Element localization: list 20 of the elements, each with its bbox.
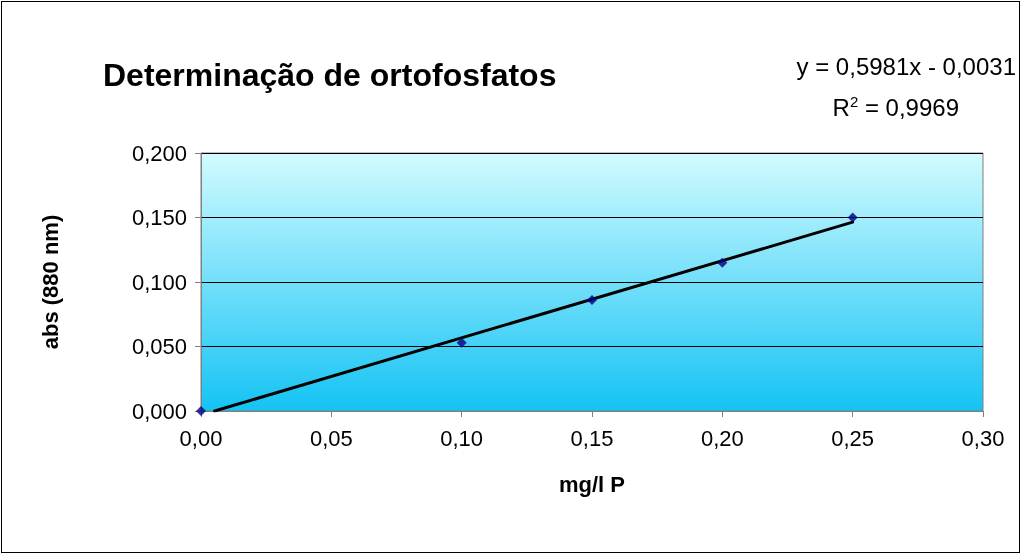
- text: y = 0,5981x - 0,0031: [796, 52, 1017, 80]
- x-tick-label: 0,15: [570, 425, 614, 451]
- x-tick-label: 0,30: [961, 425, 1005, 451]
- x-tick-label: 0,10: [440, 425, 484, 451]
- y-tick-label: 0,200: [131, 140, 187, 166]
- point: [456, 337, 467, 348]
- x-tick-label: 0,25: [831, 425, 875, 451]
- x-tick-label: 0,20: [700, 425, 744, 451]
- chart-title: Determinação de ortofosfatos: [103, 57, 557, 93]
- x-axis-title: mg/l P: [558, 471, 626, 497]
- y-tick-label: 0,000: [131, 398, 187, 424]
- point: [717, 257, 728, 268]
- y-tick-label: 0,150: [131, 205, 187, 230]
- y-tick-label: 0,050: [131, 334, 187, 359]
- x-tick-label: 0,00: [179, 425, 223, 451]
- y-tick-label: 0,100: [131, 269, 187, 295]
- point: [587, 295, 597, 306]
- x-tick-label: 0,05: [309, 425, 353, 451]
- point: [847, 212, 858, 223]
- y-axis-title: abs (880 nm): [37, 214, 63, 350]
